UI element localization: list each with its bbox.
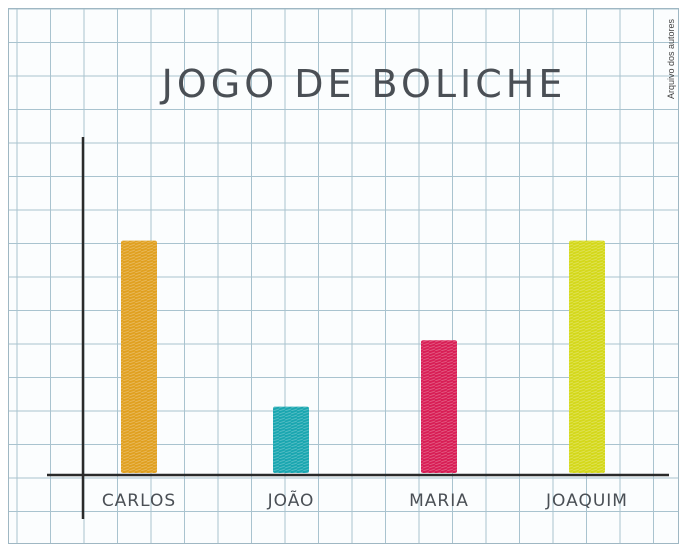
category-labels: CARLOS JOÃO MARIA JOAQUIM [102, 489, 628, 511]
chart-title: JOGO DE BOLICHE [160, 62, 567, 106]
graph-paper: JOGO DE BOLICHE CARLOS JOÃO MARIA JOAQUIM A… [8, 8, 679, 544]
bar-texture [273, 406, 309, 473]
bar-texture [421, 340, 457, 473]
bar-texture [121, 240, 157, 473]
category-label: JOÃO [267, 489, 315, 511]
category-label: JOAQUIM [545, 491, 628, 511]
category-label: MARIA [409, 491, 469, 511]
image-credit: Arquivo dos autores [666, 19, 676, 100]
axes [47, 137, 669, 519]
bars-group [121, 240, 605, 473]
category-label: CARLOS [102, 491, 176, 511]
bar-chart: JOGO DE BOLICHE CARLOS JOÃO MARIA JOAQUIM [9, 9, 678, 543]
bar-texture [569, 240, 605, 473]
